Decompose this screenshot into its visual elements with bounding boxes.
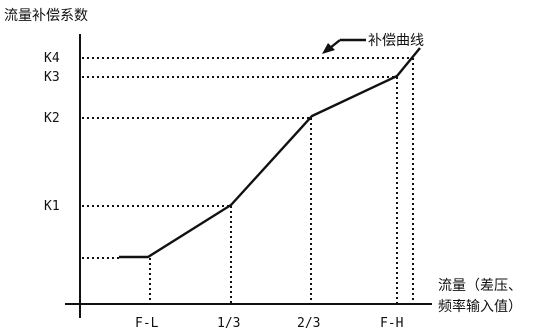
arrowhead-icon	[322, 43, 335, 54]
y-axis-title: 流量补偿系数	[4, 8, 88, 24]
curve-label-pointer	[322, 38, 366, 54]
x-tick-two-thirds: 2/3	[297, 316, 320, 331]
curve-label: 补偿曲线	[368, 33, 424, 49]
x-tick-fl: F-L	[135, 316, 159, 331]
y-tick-k4: K4	[44, 51, 60, 66]
compensation-curve	[119, 47, 421, 259]
y-tick-k2: K2	[44, 111, 60, 126]
x-tick-fh: F-H	[380, 316, 403, 331]
x-tick-one-third: 1/3	[217, 316, 240, 331]
x-axis-title-line1: 流量（差压、	[438, 278, 522, 294]
y-tick-k1: K1	[44, 199, 60, 214]
y-tick-k3: K3	[44, 70, 60, 85]
x-axis-title-line2: 频率输入值）	[438, 298, 522, 315]
